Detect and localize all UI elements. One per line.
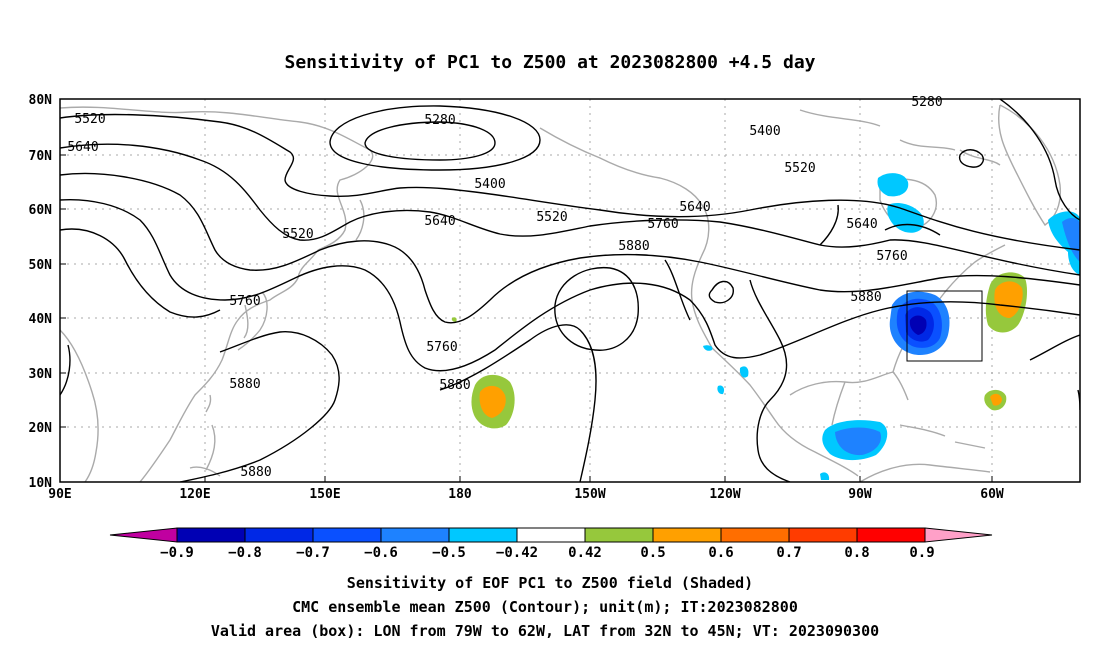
contour-label: 5640 — [67, 140, 98, 155]
contour-label: 5520 — [74, 112, 105, 127]
lon-label: 180 — [448, 487, 472, 502]
colorbar-segment — [380, 527, 450, 543]
contour-label: 5520 — [536, 210, 567, 225]
colorbar-tick-label: 0.7 — [776, 545, 801, 561]
colorbar-tick-label: −0.7 — [296, 545, 330, 561]
lon-label: 150W — [574, 487, 605, 502]
colorbar-segment — [244, 527, 314, 543]
contour-label: 5520 — [282, 227, 313, 242]
contour-label: 5280 — [911, 95, 942, 110]
map-frame — [59, 98, 1081, 483]
contour-label: 5760 — [229, 294, 260, 309]
figure-title: Sensitivity of PC1 to Z500 at 2023082800… — [284, 52, 815, 73]
colorbar-tick-label: −0.8 — [228, 545, 262, 561]
contour-label: 5880 — [240, 465, 271, 480]
longitude-labels: 90E 120E 150E 180 150W 120W 90W 60W — [48, 487, 1004, 502]
lat-label: 50N — [29, 258, 53, 273]
colorbar-segment — [652, 527, 722, 543]
colorbar-tick-labels: −0.9 −0.8 −0.7 −0.6 −0.5 −0.42 0.42 0.5 … — [160, 545, 935, 561]
contour-labels: 5520 5640 5280 5400 5520 5640 5520 5640 … — [67, 95, 942, 480]
contour-label: 5880 — [618, 239, 649, 254]
caption-line: Valid area (box): LON from 79W to 62W, L… — [211, 622, 879, 640]
caption-line: Sensitivity of EOF PC1 to Z500 field (Sh… — [347, 574, 753, 592]
lat-label: 80N — [29, 93, 53, 108]
contour-label: 5280 — [424, 113, 455, 128]
map-panel: 5520 5640 5280 5400 5520 5640 5520 5640 … — [29, 93, 1081, 502]
colorbar-segment — [788, 527, 858, 543]
contour-label: 5760 — [876, 249, 907, 264]
lat-label: 70N — [29, 149, 53, 164]
contour-label: 5760 — [426, 340, 457, 355]
contour-label: 5400 — [474, 177, 505, 192]
colorbar-segment — [584, 527, 654, 543]
contour-label: 5640 — [679, 200, 710, 215]
colorbar-segment — [720, 527, 790, 543]
contour-label: 5880 — [439, 378, 470, 393]
colorbar-arrow-high — [924, 527, 993, 543]
contour-label: 5640 — [846, 217, 877, 232]
colorbar-tick-label: 0.42 — [568, 545, 602, 561]
colorbar-tick-label: −0.42 — [496, 545, 538, 561]
colorbar-segment — [516, 527, 586, 543]
colorbar-segment — [448, 527, 518, 543]
map-tick-marks — [60, 154, 993, 482]
colorbar-arrow-low — [109, 527, 178, 543]
colorbar-segment — [856, 527, 926, 543]
shade-negative-hudson — [877, 173, 909, 197]
lon-label: 120E — [179, 487, 210, 502]
contour-label: 5640 — [424, 214, 455, 229]
lon-label: 60W — [980, 487, 1004, 502]
lon-label: 120W — [709, 487, 740, 502]
colorbar-tick-label: 0.8 — [844, 545, 869, 561]
lat-label: 30N — [29, 367, 53, 382]
contour-label: 5400 — [749, 124, 780, 139]
lat-label: 40N — [29, 312, 53, 327]
lon-label: 150E — [309, 487, 340, 502]
contour-label: 5520 — [784, 161, 815, 176]
colorbar-tick-label: 0.9 — [909, 545, 934, 561]
colorbar-tick-label: −0.9 — [160, 545, 194, 561]
contour-label: 5760 — [647, 217, 678, 232]
caption-line: CMC ensemble mean Z500 (Contour); unit(m… — [292, 598, 798, 616]
figure-captions: Sensitivity of EOF PC1 to Z500 field (Sh… — [211, 574, 879, 640]
colorbar-tick-label: 0.5 — [640, 545, 665, 561]
colorbar-segment — [176, 527, 246, 543]
sensitivity-shading — [451, 173, 1080, 480]
colorbar-tick-label: 0.6 — [708, 545, 733, 561]
lat-label: 20N — [29, 421, 53, 436]
valid-area-box — [906, 290, 983, 362]
contour-label: 5880 — [229, 377, 260, 392]
z500-contours — [60, 99, 1080, 482]
colorbar — [109, 527, 993, 543]
colorbar-tick-label: −0.6 — [364, 545, 398, 561]
latitude-labels: 80N 70N 60N 50N 40N 30N 20N 10N — [29, 93, 53, 491]
lat-label: 60N — [29, 203, 53, 218]
lon-label: 90E — [48, 487, 71, 502]
colorbar-segment — [312, 527, 382, 543]
lat-label: 10N — [29, 476, 53, 491]
colorbar-tick-label: −0.5 — [432, 545, 466, 561]
contour-label: 5880 — [850, 290, 881, 305]
lon-label: 90W — [848, 487, 872, 502]
